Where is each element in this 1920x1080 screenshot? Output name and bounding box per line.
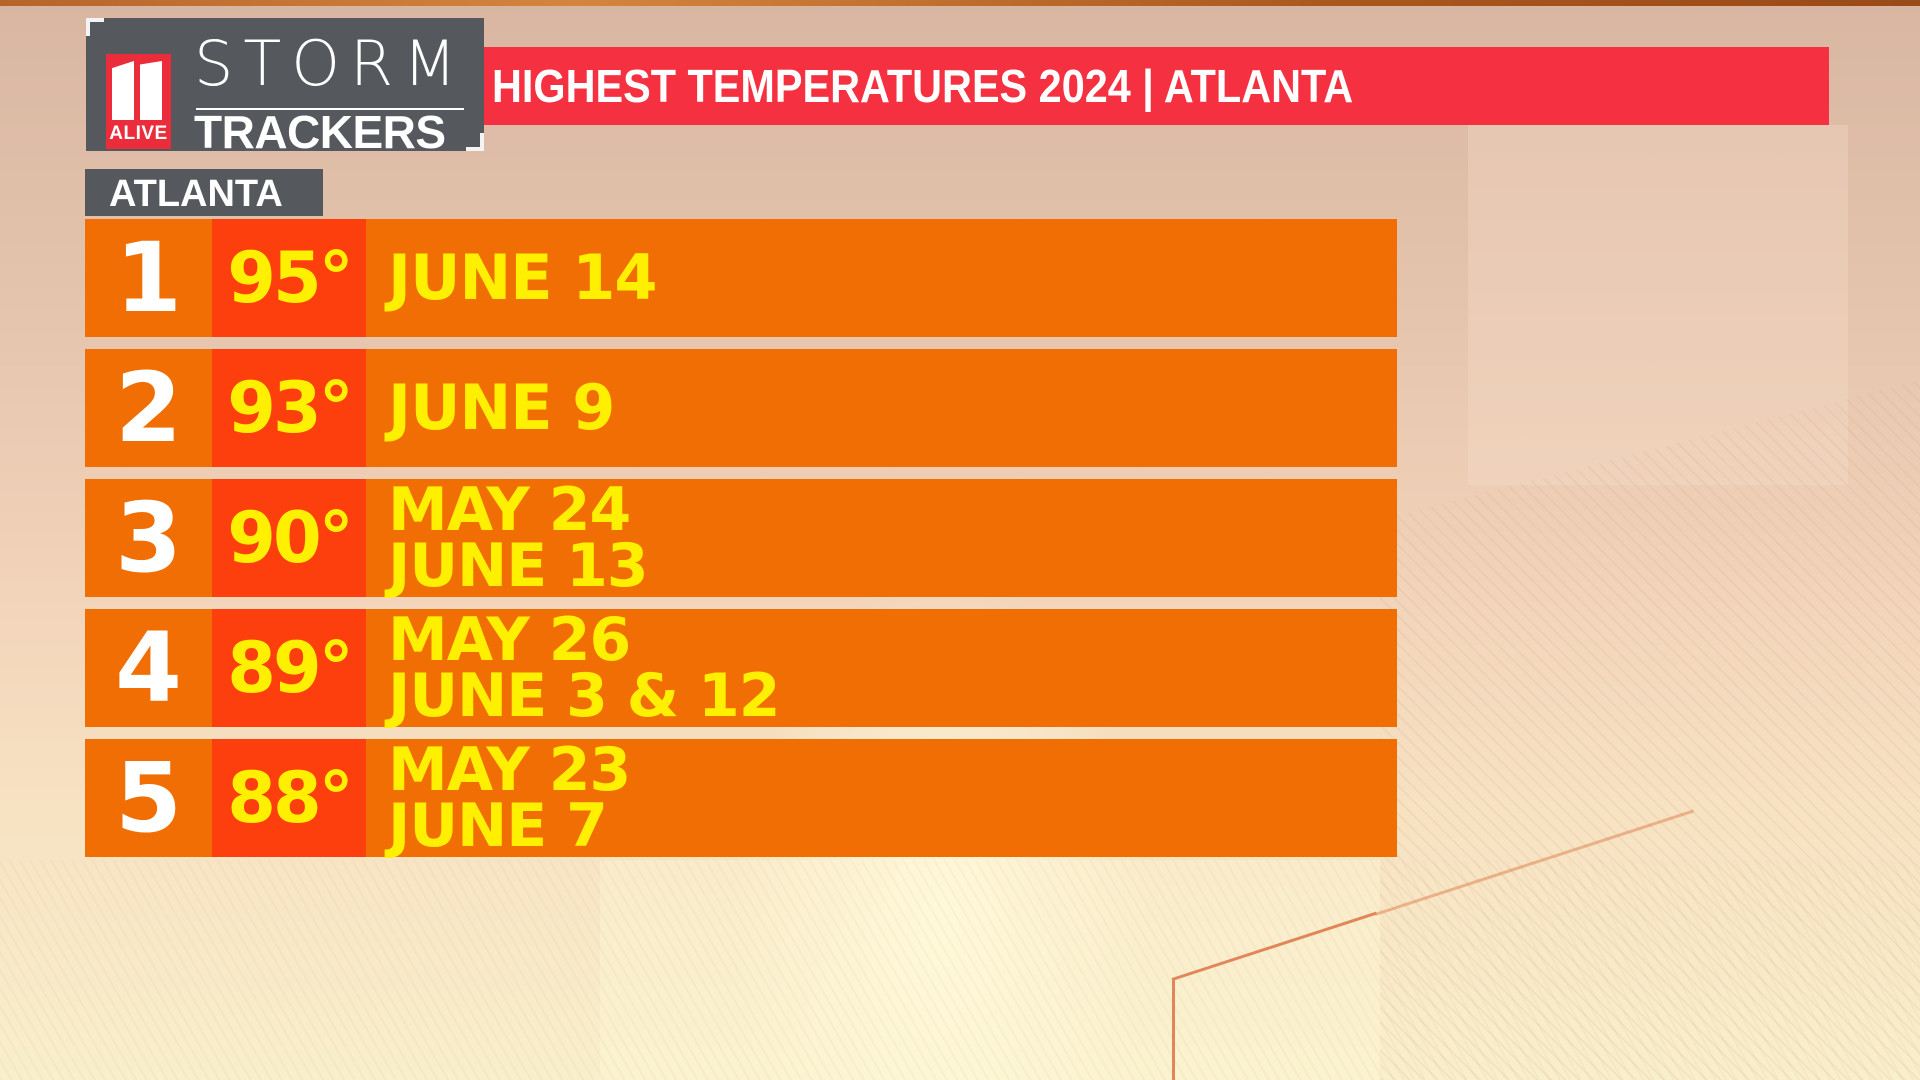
date-label: MAY 24 <box>388 475 631 545</box>
date-list: MAY 23 JUNE 7 <box>366 735 631 861</box>
background-panel <box>600 860 1380 1080</box>
date-list: MAY 26 JUNE 3 & 12 <box>366 605 780 731</box>
page-title: HIGHEST TEMPERATURES 2024 | ATLANTA <box>492 60 1354 112</box>
date-label: JUNE 14 <box>388 241 658 314</box>
ranking-row: 5 88° MAY 23 JUNE 7 <box>85 739 1397 857</box>
ranking-row: 2 93° JUNE 9 <box>85 349 1397 467</box>
storm-label: STORM <box>194 27 467 100</box>
logo-corner <box>86 18 104 36</box>
top-accent-line <box>0 0 1920 6</box>
background-hatch <box>0 860 1920 1080</box>
ranking-row: 3 90° MAY 24 JUNE 13 <box>85 479 1397 597</box>
temperature-value: 88° <box>212 739 366 857</box>
storm-trackers-logo: ALIVE STORM TRACKERS <box>86 18 484 158</box>
temperature-value: 93° <box>212 349 366 467</box>
logo-corner <box>466 133 484 151</box>
date-label: JUNE 9 <box>388 371 615 444</box>
location-label: ATLANTA <box>109 173 283 215</box>
location-tag: ATLANTA <box>85 169 323 216</box>
temperature-value: 90° <box>212 479 366 597</box>
rankings-list: 1 95° JUNE 14 2 93° JUNE 9 3 90° MAY 24 … <box>85 219 1397 869</box>
rank-number: 2 <box>115 352 182 464</box>
eleven-bar-icon <box>140 61 162 120</box>
date-list: JUNE 9 <box>366 371 615 444</box>
date-label: MAY 23 <box>388 735 631 805</box>
alive-label: ALIVE <box>109 123 168 144</box>
rank-number: 4 <box>115 612 182 724</box>
decorative-line <box>1172 978 1175 1080</box>
ranking-row: 1 95° JUNE 14 <box>85 219 1397 337</box>
11-alive-badge-icon: ALIVE <box>106 54 171 149</box>
trackers-label: TRACKERS <box>194 106 446 158</box>
logo-divider <box>196 108 464 110</box>
date-list: MAY 24 JUNE 13 <box>366 475 649 601</box>
background-panel <box>1468 125 1848 485</box>
temperature-value: 89° <box>212 609 366 727</box>
date-label: JUNE 13 <box>388 531 649 601</box>
eleven-bar-icon <box>112 61 134 120</box>
date-list: JUNE 14 <box>366 241 658 314</box>
rank-number: 3 <box>115 482 182 594</box>
date-label: JUNE 7 <box>388 791 608 861</box>
temperature-value: 95° <box>212 219 366 337</box>
rank-number: 5 <box>115 742 182 854</box>
date-label: MAY 26 <box>388 605 631 675</box>
title-banner: HIGHEST TEMPERATURES 2024 | ATLANTA <box>484 47 1829 125</box>
date-label: JUNE 3 & 12 <box>388 661 780 731</box>
ranking-row: 4 89° MAY 26 JUNE 3 & 12 <box>85 609 1397 727</box>
rank-number: 1 <box>115 222 182 334</box>
